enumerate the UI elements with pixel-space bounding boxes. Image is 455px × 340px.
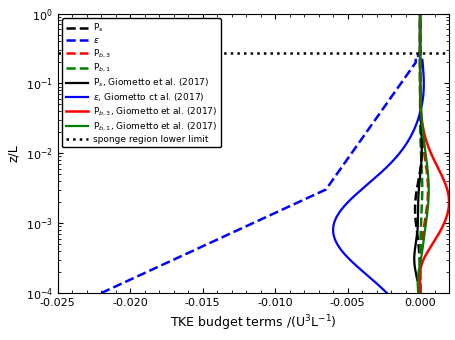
$\varepsilon$, Giometto ct al. (2017)	[420, 79, 425, 83]
$\varepsilon$, Giometto ct al. (2017)	[384, 291, 389, 295]
Line: P$_s$, Giometto et al. (2017): P$_s$, Giometto et al. (2017)	[413, 14, 421, 293]
$\varepsilon$	[416, 12, 422, 16]
P$_s$	[416, 12, 422, 16]
P$_s$	[417, 113, 423, 117]
P$_{b,1}$	[417, 129, 422, 133]
P$_{b,3}$, Giometto et al. (2017)	[418, 113, 423, 117]
P$_{b,3}$, Giometto et al. (2017)	[419, 121, 424, 125]
P$_s$, Giometto et al. (2017)	[416, 291, 422, 295]
P$_s$	[416, 274, 422, 278]
P$_{b,3}$	[416, 274, 422, 278]
$\varepsilon$	[98, 291, 104, 295]
$\varepsilon$	[416, 50, 422, 54]
P$_s$, Giometto et al. (2017)	[416, 12, 422, 16]
$\varepsilon$	[369, 121, 374, 125]
$\varepsilon$, Giometto ct al. (2017)	[364, 274, 370, 278]
P$_{b,1}$	[416, 291, 422, 295]
Line: P$_{b,1}$, Giometto et al. (2017): P$_{b,1}$, Giometto et al. (2017)	[417, 14, 428, 293]
P$_{b,3}$	[416, 291, 422, 295]
P$_s$	[417, 121, 423, 125]
P$_s$, Giometto et al. (2017)	[413, 274, 418, 278]
P$_{b,1}$, Giometto et al. (2017)	[417, 79, 422, 83]
P$_{b,1}$, Giometto et al. (2017)	[415, 274, 420, 278]
$\varepsilon$	[375, 113, 380, 117]
P$_{b,1}$, Giometto et al. (2017)	[416, 50, 422, 54]
P$_{b,3}$, Giometto et al. (2017)	[416, 291, 422, 295]
Line: P$_s$: P$_s$	[414, 14, 421, 293]
P$_{b,1}$	[416, 50, 422, 54]
P$_s$, Giometto et al. (2017)	[417, 113, 423, 117]
$\varepsilon$, Giometto ct al. (2017)	[416, 113, 421, 117]
P$_s$, Giometto et al. (2017)	[416, 50, 422, 54]
$\varepsilon$, Giometto ct al. (2017)	[413, 121, 419, 125]
P$_{b,1}$	[416, 274, 422, 278]
P$_{b,1}$, Giometto et al. (2017)	[415, 291, 420, 295]
P$_{b,3}$, Giometto et al. (2017)	[416, 274, 422, 278]
P$_s$, Giometto et al. (2017)	[418, 129, 423, 133]
P$_{b,1}$	[416, 121, 422, 125]
P$_{b,3}$, Giometto et al. (2017)	[416, 50, 422, 54]
P$_{b,3}$	[417, 113, 422, 117]
$\varepsilon$	[399, 79, 404, 83]
P$_{b,3}$, Giometto et al. (2017)	[420, 129, 425, 133]
$\varepsilon$, Giometto ct al. (2017)	[416, 12, 422, 16]
P$_{b,1}$, Giometto et al. (2017)	[418, 113, 423, 117]
P$_{b,1}$	[416, 12, 422, 16]
P$_{b,3}$, Giometto et al. (2017)	[416, 12, 422, 16]
P$_s$, Giometto et al. (2017)	[418, 121, 423, 125]
P$_{b,1}$, Giometto et al. (2017)	[418, 121, 424, 125]
P$_s$, Giometto et al. (2017)	[416, 79, 422, 83]
P$_s$	[416, 79, 422, 83]
P$_{b,1}$, Giometto et al. (2017)	[419, 129, 425, 133]
$\varepsilon$	[136, 274, 141, 278]
Line: $\varepsilon$, Giometto ct al. (2017): $\varepsilon$, Giometto ct al. (2017)	[332, 14, 423, 293]
Line: P$_{b,1}$: P$_{b,1}$	[419, 14, 421, 293]
X-axis label: TKE budget terms /(U$^3$L$^{-1}$): TKE budget terms /(U$^3$L$^{-1}$)	[170, 313, 336, 333]
P$_{b,3}$	[417, 121, 423, 125]
P$_s$	[418, 129, 423, 133]
P$_{b,3}$, Giometto et al. (2017)	[416, 79, 422, 83]
Line: $\varepsilon$: $\varepsilon$	[101, 14, 419, 293]
Legend: P$_s$, $\varepsilon$, P$_{b,3}$, P$_{b,1}$, P$_s$, Giometto et al. (2017), $\var: P$_s$, $\varepsilon$, P$_{b,3}$, P$_{b,1…	[62, 18, 220, 148]
P$_{b,1}$, Giometto et al. (2017)	[416, 12, 422, 16]
P$_{b,3}$	[418, 129, 423, 133]
$\varepsilon$, Giometto ct al. (2017)	[410, 129, 415, 133]
Y-axis label: z/L: z/L	[7, 144, 20, 162]
P$_{b,1}$	[416, 79, 422, 83]
Line: P$_{b,3}$, Giometto et al. (2017): P$_{b,3}$, Giometto et al. (2017)	[419, 14, 448, 293]
$\varepsilon$	[364, 129, 369, 133]
P$_{b,3}$	[416, 50, 422, 54]
P$_s$	[416, 291, 422, 295]
P$_{b,1}$	[416, 113, 422, 117]
P$_s$	[416, 50, 422, 54]
Line: P$_{b,3}$: P$_{b,3}$	[419, 14, 427, 293]
P$_{b,3}$	[416, 79, 422, 83]
P$_{b,3}$	[416, 12, 422, 16]
$\varepsilon$, Giometto ct al. (2017)	[416, 50, 422, 54]
